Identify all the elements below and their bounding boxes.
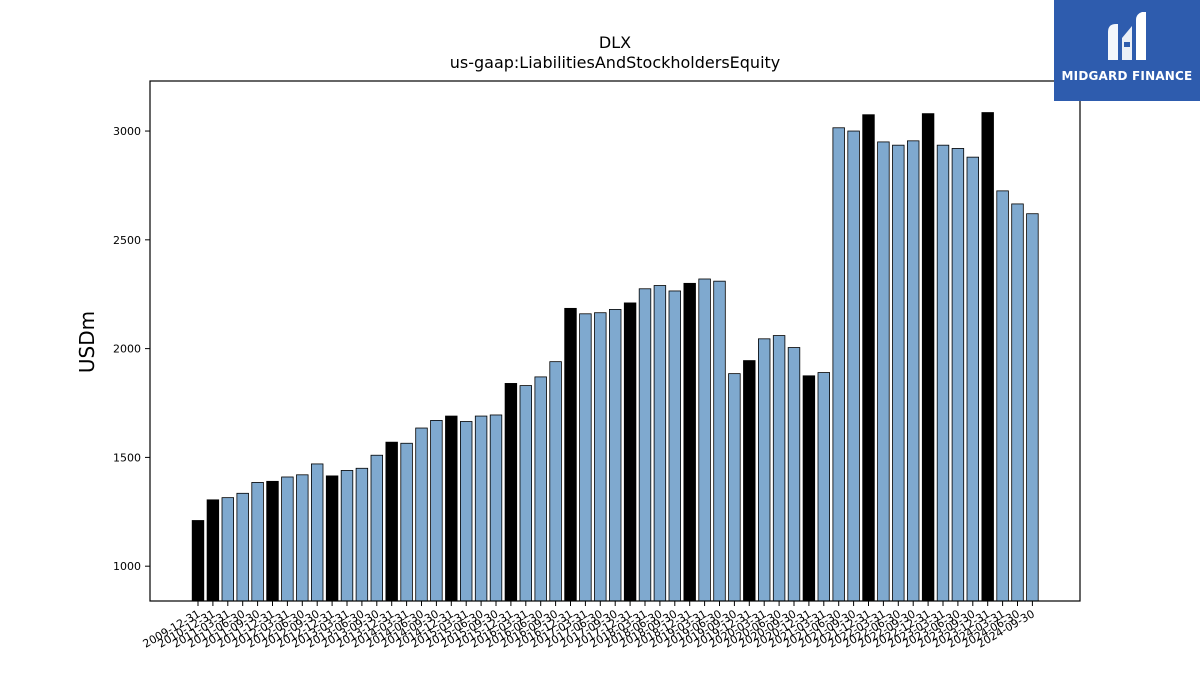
y-axis-label: USDm xyxy=(75,311,99,373)
y-axis: 1000 1500 2000 2500 3000 xyxy=(113,125,150,573)
bar-2022-12-31 xyxy=(921,113,935,602)
chart-title: DLX xyxy=(599,33,631,52)
bar-2015-03-31 xyxy=(459,421,473,602)
bar-2021-09-30 xyxy=(847,130,860,602)
bar-2019-03-31 xyxy=(698,278,711,602)
y-tick-label: 2000 xyxy=(113,343,141,356)
bar-2012-03-31 xyxy=(281,476,294,602)
bar-2013-03-31 xyxy=(340,470,354,602)
bar-2009-12-31 xyxy=(191,520,205,602)
brand-logo: MIDGARD FINANCE xyxy=(1054,0,1200,101)
brand-name: MIDGARD FINANCE xyxy=(1061,69,1193,83)
bar-2020-09-30 xyxy=(787,347,801,602)
bar-2011-06-30 xyxy=(236,492,249,602)
bar-2011-09-30 xyxy=(251,482,264,602)
bar-2015-06-30 xyxy=(474,415,488,602)
bar-2013-12-31 xyxy=(385,441,398,602)
bar-2022-09-30 xyxy=(907,140,920,602)
bar-2023-03-31 xyxy=(936,144,950,602)
plot-frame xyxy=(149,80,1081,602)
y-tick-label: 1500 xyxy=(113,451,141,464)
bar-2014-09-30 xyxy=(430,420,443,602)
bar-2014-06-30 xyxy=(415,427,428,602)
bar-2016-03-31 xyxy=(519,385,533,602)
bar-2018-03-31 xyxy=(638,288,652,602)
bar-2020-12-31 xyxy=(802,375,816,602)
bar-2017-03-31 xyxy=(579,313,592,602)
bar-2016-06-30 xyxy=(534,376,547,602)
bar-2017-12-31 xyxy=(623,302,637,602)
bar-2012-06-30 xyxy=(296,474,309,602)
bar-2024-03-31 xyxy=(996,190,1009,602)
bar-2021-06-30 xyxy=(832,127,845,602)
bars-group xyxy=(191,112,1039,602)
bar-2023-06-30 xyxy=(951,148,965,602)
bar-2024-09-30 xyxy=(1026,213,1039,602)
y-tick-label: 1000 xyxy=(113,560,141,573)
bar-2011-12-31 xyxy=(266,480,279,602)
bar-2015-12-31 xyxy=(504,383,518,602)
x-axis: 2009-12-312010-12-312011-03-312011-06-30… xyxy=(141,601,1037,651)
bar-2017-06-30 xyxy=(594,312,607,602)
bar-2016-09-30 xyxy=(549,361,562,602)
bar-2020-06-30 xyxy=(772,335,786,602)
y-tick-label: 2500 xyxy=(113,234,141,247)
bar-2015-09-30 xyxy=(489,414,503,602)
bar-2012-12-31 xyxy=(325,475,339,602)
bar-2013-09-30 xyxy=(370,454,384,602)
bar-2014-03-31 xyxy=(400,442,413,602)
bar-2019-06-30 xyxy=(713,280,726,602)
bar-2019-12-31 xyxy=(743,360,756,602)
y-tick-label: 3000 xyxy=(113,125,141,138)
bar-2021-12-31 xyxy=(862,114,875,602)
bar-2022-03-31 xyxy=(877,141,890,602)
bar-2023-12-31 xyxy=(981,112,994,602)
bar-2022-06-30 xyxy=(892,144,905,602)
bar-2013-06-30 xyxy=(355,467,369,602)
bar-2018-06-30 xyxy=(653,285,667,602)
bar-2024-06-30 xyxy=(1011,203,1024,602)
midgard-logo-icon xyxy=(1108,12,1146,60)
bar-2021-03-31 xyxy=(817,372,831,602)
bar-2011-03-31 xyxy=(221,497,235,602)
bar-2018-12-31 xyxy=(683,282,696,602)
bar-2014-12-31 xyxy=(445,415,458,602)
bar-2019-09-30 xyxy=(728,373,741,602)
bar-2017-09-30 xyxy=(609,309,622,602)
chart-subtitle: us-gaap:LiabilitiesAndStockholdersEquity xyxy=(450,53,781,72)
bar-2010-12-31 xyxy=(206,499,220,602)
bar-2016-12-31 xyxy=(564,307,577,602)
bar-2018-09-30 xyxy=(668,290,682,602)
bar-2020-03-31 xyxy=(758,338,771,602)
bar-2023-09-30 xyxy=(966,156,980,602)
bar-2012-09-30 xyxy=(310,463,324,602)
